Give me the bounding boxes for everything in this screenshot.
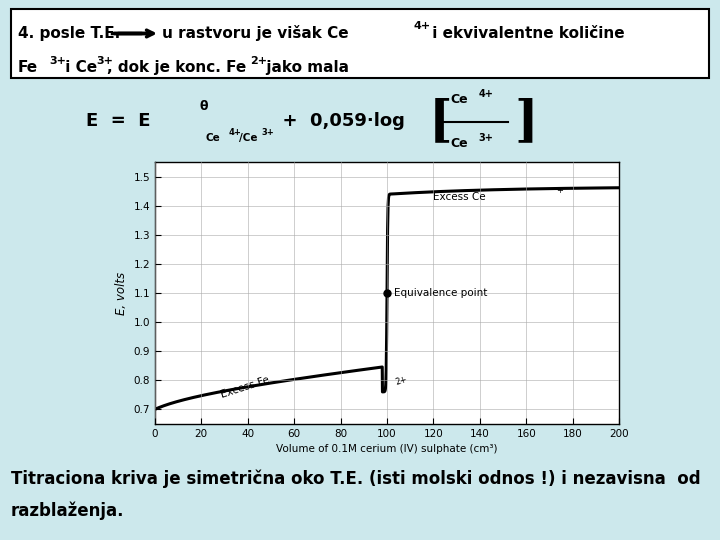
Text: Equivalence point: Equivalence point xyxy=(394,288,487,298)
Text: θ: θ xyxy=(199,100,208,113)
Y-axis label: E, volts: E, volts xyxy=(114,272,127,314)
Text: /Ce: /Ce xyxy=(239,133,258,143)
Text: 3+: 3+ xyxy=(261,128,274,137)
Text: +: + xyxy=(557,186,563,195)
Text: +  0,059·log: + 0,059·log xyxy=(270,112,405,131)
Text: 3+: 3+ xyxy=(96,56,113,66)
Text: , dok je konc. Fe: , dok je konc. Fe xyxy=(107,60,246,75)
Text: ]: ] xyxy=(515,97,539,146)
Text: 2+: 2+ xyxy=(394,374,408,387)
Text: Ce: Ce xyxy=(206,133,220,143)
Text: Excess Fe: Excess Fe xyxy=(220,375,271,400)
Text: u rastvoru je višak Ce: u rastvoru je višak Ce xyxy=(162,25,348,42)
Text: 4+: 4+ xyxy=(414,22,431,31)
Text: 2+: 2+ xyxy=(251,56,268,66)
Text: 3+: 3+ xyxy=(49,56,66,66)
X-axis label: Volume of 0.1M cerium (IV) sulphate (cm³): Volume of 0.1M cerium (IV) sulphate (cm³… xyxy=(276,444,498,454)
Text: 4. posle T.E.: 4. posle T.E. xyxy=(18,26,120,41)
Text: 3+: 3+ xyxy=(479,133,494,143)
Text: i ekvivalentne količine: i ekvivalentne količine xyxy=(427,26,624,41)
Text: razblaženja.: razblaženja. xyxy=(11,501,125,519)
Text: i Ce: i Ce xyxy=(60,60,97,75)
Text: 4+: 4+ xyxy=(479,90,494,99)
FancyBboxPatch shape xyxy=(11,9,709,78)
Text: [: [ xyxy=(428,97,452,146)
Text: Excess Ce: Excess Ce xyxy=(433,192,486,202)
Text: E  =  E: E = E xyxy=(86,112,151,131)
Text: Titraciona kriva je simetrična oko T.E. (isti molski odnos !) i nezavisna  od: Titraciona kriva je simetrična oko T.E. … xyxy=(11,470,701,488)
Text: Fe: Fe xyxy=(18,60,38,75)
Text: jako mala: jako mala xyxy=(261,60,349,75)
Text: Ce: Ce xyxy=(450,93,467,106)
Text: 4+: 4+ xyxy=(229,128,242,137)
Text: Ce: Ce xyxy=(450,137,467,150)
